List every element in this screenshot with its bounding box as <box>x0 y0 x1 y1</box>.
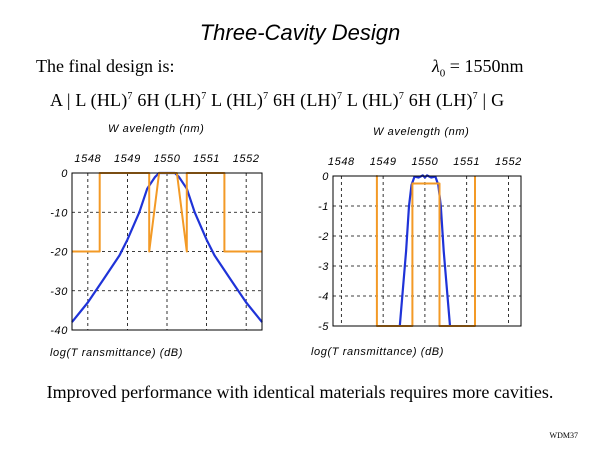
y-tick-label: 0 <box>61 168 68 180</box>
chart-right: 1548 1549 1550 1551 1552 0 -1 -2 -3 -4 -5 W aveleng… <box>311 126 522 358</box>
y-axis-label: log(T ransmittance) (dB) <box>311 346 444 358</box>
plot-frame <box>71 172 263 331</box>
y-tick-label: 0 <box>322 171 329 183</box>
x-tick-label: 1550 <box>411 156 438 168</box>
design-intro-text: The final design is: <box>36 56 175 76</box>
lambda-value: = 1550nm <box>445 56 524 76</box>
formula-exponent: 7 <box>472 91 478 102</box>
conclusion-text: Improved performance with identical mate… <box>46 382 554 402</box>
formula-part: L (HL) <box>342 90 399 110</box>
y-tick-label: -5 <box>318 321 329 333</box>
formula-exponent: 7 <box>201 91 207 102</box>
x-tick-label: 1551 <box>193 153 220 165</box>
chart-left: 1548 1549 1550 1551 1552 0 -10 -20 -30 -40 W avele… <box>50 123 263 359</box>
formula-part: | G <box>477 90 505 110</box>
y-tick-label: -10 <box>50 207 68 219</box>
slide-number: WDM37 <box>549 431 578 440</box>
x-tick-label: 1549 <box>114 153 141 165</box>
formula-part: L (HL) <box>206 90 264 110</box>
formula-exponent: 7 <box>336 91 343 102</box>
y-tick-label: -3 <box>318 261 329 273</box>
formula-part: 6H (LH) <box>404 90 473 110</box>
formula-part: A | L (HL) <box>50 90 128 110</box>
x-axis-label: W avelength (nm) <box>373 126 469 138</box>
center-wavelength: λ0 = 1550nm <box>432 56 523 80</box>
design-formula: A | L (HL)7 6H (LH)7 L (HL)7 6H (LH)7 L … <box>50 90 504 111</box>
formula-exponent: 7 <box>263 91 269 102</box>
x-tick-label: 1552 <box>495 156 522 168</box>
y-axis-label: log(T ransmittance) (dB) <box>50 347 183 359</box>
y-tick-label: -20 <box>50 247 68 259</box>
x-axis-label: W avelength (nm) <box>108 123 204 135</box>
y-tick-label: -30 <box>50 286 68 298</box>
lambda-symbol: λ <box>432 56 440 76</box>
x-tick-label: 1551 <box>453 156 480 168</box>
lambda-subscript: 0 <box>439 67 446 80</box>
x-tick-label: 1548 <box>328 156 355 168</box>
y-tick-label: -4 <box>318 291 329 303</box>
plot-frame <box>332 175 522 327</box>
y-tick-label: -2 <box>318 231 329 243</box>
x-tick-label: 1552 <box>233 153 260 165</box>
formula-part: 6H (LH) <box>268 90 337 110</box>
y-tick-label: -40 <box>50 325 68 337</box>
slide-title: Three-Cavity Design <box>199 20 401 45</box>
envelope-curve <box>375 175 476 327</box>
x-tick-label: 1548 <box>74 153 101 165</box>
formula-part: 6H (LH) <box>132 90 202 110</box>
x-tick-label: 1550 <box>154 153 181 165</box>
x-tick-label: 1549 <box>370 156 397 168</box>
formula-exponent: 7 <box>127 91 133 102</box>
formula-exponent: 7 <box>398 91 405 102</box>
y-tick-label: -1 <box>318 201 329 213</box>
